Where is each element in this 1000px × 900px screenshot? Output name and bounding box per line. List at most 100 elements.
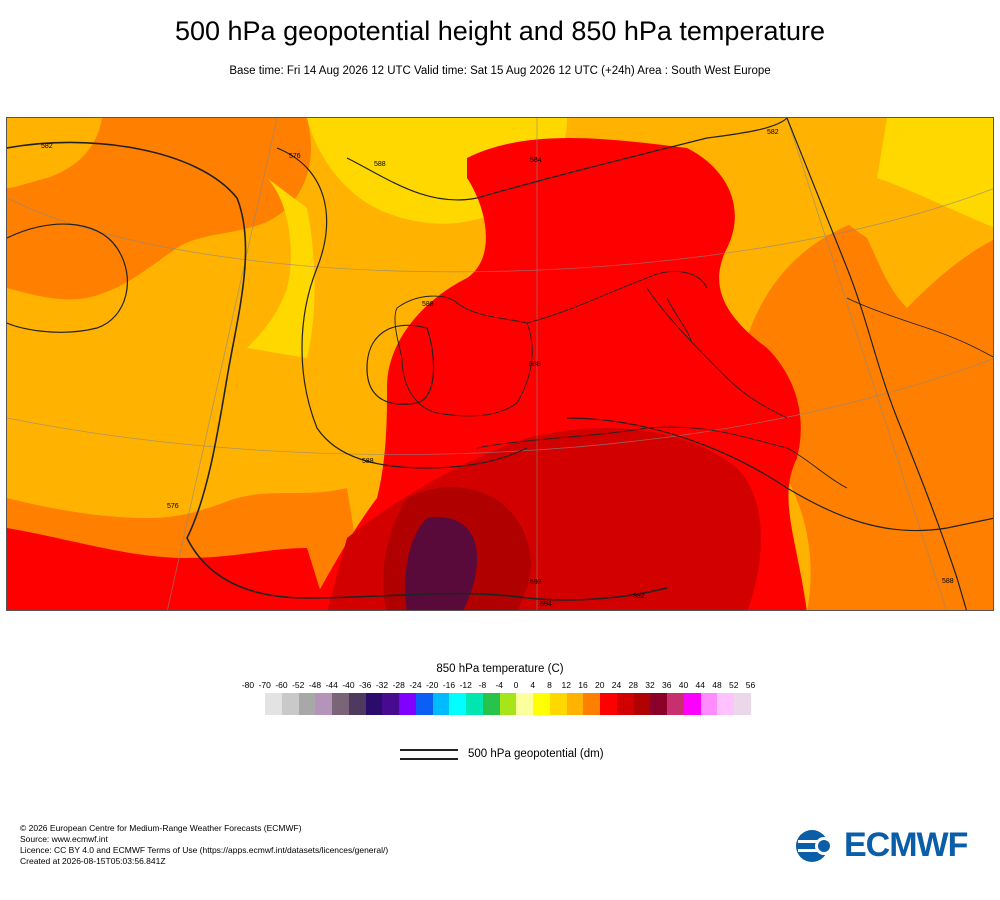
legend-swatch <box>466 693 483 715</box>
legend-swatch <box>415 693 433 715</box>
credits-copyright: © 2026 European Centre for Medium-Range … <box>20 823 302 833</box>
legend-tick-label: -12 <box>459 680 472 690</box>
legend-tick-label: 40 <box>678 680 689 690</box>
legend-tick-label: -44 <box>325 680 338 690</box>
contour-label: 582 <box>41 143 53 150</box>
geopotential-legend-label: 500 hPa geopotential (dm) <box>468 748 604 760</box>
credits-source: Source: www.ecmwf.int <box>20 834 108 844</box>
weather-map: 582 576 588 584 588 576 588 588 582 594 … <box>6 117 994 611</box>
ecmwf-logo-text: ECMWF <box>844 826 968 864</box>
contour-label: 588 <box>942 578 954 585</box>
legend-tick-label: -80 <box>241 680 255 690</box>
geopotential-legend: 500 hPa geopotential (dm) <box>400 748 604 760</box>
legend-swatch <box>499 693 517 715</box>
legend-tick-label: 4 <box>530 680 536 690</box>
temp-band-36 <box>405 517 477 610</box>
legend-color-scale <box>265 693 751 715</box>
map-canvas: 582 576 588 584 588 576 588 588 582 594 … <box>7 118 993 610</box>
legend-tick-label: -60 <box>275 680 288 690</box>
legend-swatch <box>365 693 383 715</box>
legend-swatch <box>281 693 299 715</box>
legend-tick-label: 16 <box>578 680 588 690</box>
graticule <box>7 118 993 610</box>
legend-swatch <box>332 693 349 715</box>
legend-swatch <box>616 693 634 715</box>
legend-tick-label: 28 <box>628 680 638 690</box>
legend-swatch <box>583 693 600 715</box>
legend-tick-label: 52 <box>729 680 739 690</box>
temp-band-16-corner <box>7 118 102 188</box>
legend-swatch <box>265 693 282 715</box>
contour-label: 592 <box>530 579 542 586</box>
contour-label: 588 <box>374 161 386 168</box>
legend-swatch <box>516 693 533 715</box>
legend-tick-label: -4 <box>495 680 504 690</box>
legend-tick-label: -40 <box>342 680 355 690</box>
credits-created: Created at 2026-08-15T05:03:56.841Z <box>20 856 166 866</box>
legend-title: 850 hPa temperature (C) <box>436 663 564 675</box>
legend-tick-label: 8 <box>547 680 552 690</box>
legend-swatch <box>315 693 332 715</box>
legend-tick-label: 24 <box>611 680 622 690</box>
legend-swatch <box>432 693 450 715</box>
legend-tick-label: -52 <box>292 680 305 690</box>
contour-label: 588 <box>529 361 541 368</box>
legend-swatch <box>650 693 667 715</box>
legend-swatch <box>399 693 416 715</box>
legend-tick-label: -16 <box>442 680 456 690</box>
contour-label: 584 <box>530 157 542 164</box>
chart-title: 500 hPa geopotential height and 850 hPa … <box>174 16 825 46</box>
legend-tick-label: -32 <box>375 680 389 690</box>
legend-tick-label: 36 <box>662 680 672 690</box>
legend-swatch <box>566 693 584 715</box>
legend-tick-label: -28 <box>392 680 405 690</box>
legend-swatch <box>382 693 399 715</box>
legend-swatch <box>449 693 466 715</box>
contour-label: 582 <box>767 129 779 136</box>
legend-tick-label: 56 <box>745 680 756 690</box>
credits: © 2026 European Centre for Medium-Range … <box>20 823 388 867</box>
legend-tick-label: -70 <box>258 680 271 690</box>
legend-swatch <box>482 693 500 715</box>
legend-tick-label: 44 <box>695 680 705 690</box>
legend-swatch <box>600 693 617 715</box>
legend-tick-label: 12 <box>561 680 571 690</box>
ecmwf-logo: ECMWF <box>795 826 968 865</box>
legend-swatch <box>633 693 651 715</box>
legend-tick-label: -8 <box>478 680 487 690</box>
contour-labels: 582 576 588 584 588 576 588 588 582 594 … <box>41 129 954 608</box>
legend-swatch <box>348 693 366 715</box>
contour-label: 576 <box>289 153 301 160</box>
legend-tick-label: 20 <box>595 680 605 690</box>
legend-tick-label: 32 <box>645 680 655 690</box>
legend-tick-label: -48 <box>308 680 322 690</box>
legend-tick-label: -20 <box>426 680 439 690</box>
legend-tick-label: 48 <box>712 680 722 690</box>
legend-ticks: -80 -70 -60 -52 -48 -44 -40 -36 -32 -28 -24 -20 -16-… <box>0 680 1000 694</box>
ecmwf-logo-icon <box>796 829 838 862</box>
temp-band-12-atlantic <box>247 178 315 358</box>
contour-label: 576 <box>167 503 179 510</box>
legend-swatch <box>549 693 567 715</box>
legend-tick-label: -36 <box>359 680 372 690</box>
geopotential-contours <box>7 118 993 610</box>
legend-tick-label: 0 <box>513 680 519 690</box>
chart-subtitle: Base time: Fri 14 Aug 2026 12 UTC Valid … <box>229 65 771 77</box>
legend-tick-label: -24 <box>409 680 422 690</box>
legend-swatch <box>683 693 701 715</box>
legend-swatch <box>533 693 550 715</box>
temp-band-12-ne <box>877 118 993 228</box>
legend-swatch <box>734 693 751 715</box>
credits-licence: Licence: CC BY 4.0 and ECMWF Terms of Us… <box>20 845 389 855</box>
contour-label: 594 <box>540 601 552 608</box>
contour-label: 588 <box>362 458 374 465</box>
legend-swatch <box>298 693 316 715</box>
coastlines <box>394 271 993 489</box>
contour-label: 588 <box>422 301 434 308</box>
legend-swatch <box>700 693 718 715</box>
contour-label: 592 <box>633 593 645 600</box>
legend-swatch <box>667 693 684 715</box>
legend-swatch <box>717 693 734 715</box>
temp-band-20-nw <box>7 118 311 300</box>
geopotential-line-sample <box>400 748 458 760</box>
